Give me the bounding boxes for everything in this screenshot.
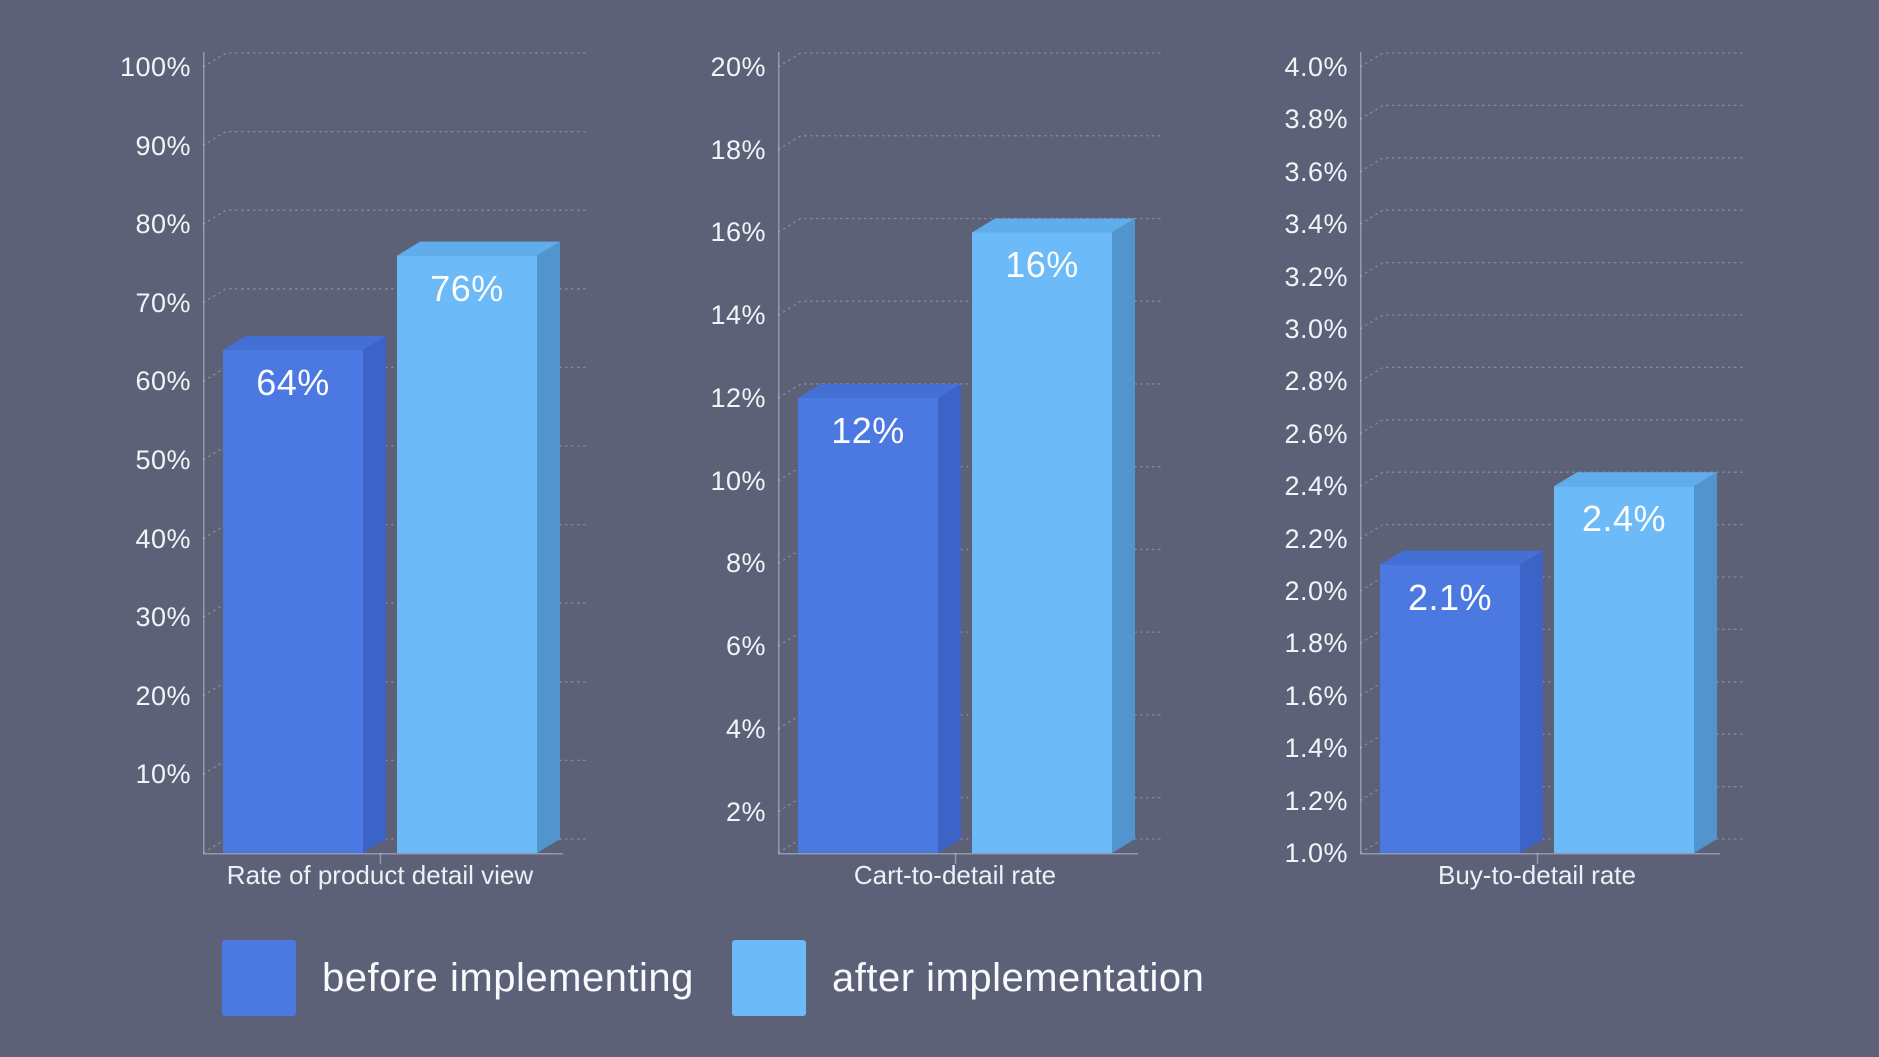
bar-top-face: [798, 383, 961, 398]
bar-front-face: [1554, 486, 1694, 853]
bar-value-label: 76%: [430, 267, 504, 309]
bar-front-face: [798, 397, 938, 853]
bar-value-label: 16%: [1005, 244, 1079, 286]
y-tick-label: 20%: [710, 52, 766, 82]
bar-front-face: [972, 232, 1112, 853]
bar-before[interactable]: [798, 383, 961, 853]
y-tick-label: 8%: [725, 548, 766, 579]
bar-value-label: 2.4%: [1581, 498, 1667, 540]
y-tick-label: 2.2%: [1284, 523, 1348, 554]
y-tick-label: 50%: [135, 445, 191, 475]
bar-top-face: [1380, 550, 1543, 565]
plot-area: [777, 52, 1161, 864]
y-tick-label: 90%: [135, 130, 191, 161]
bar-value-label: 12%: [831, 409, 905, 451]
bar-top-face: [223, 335, 386, 350]
bar-top-face: [1554, 472, 1717, 487]
y-tick-label: 3.8%: [1284, 104, 1348, 135]
bar-value-label: 64%: [256, 361, 330, 403]
legend-item-after[interactable]: after implementation: [732, 940, 1204, 1016]
y-tick-label: 16%: [710, 217, 766, 248]
y-tick-label: 10%: [135, 759, 191, 790]
bar-after[interactable]: [397, 241, 560, 853]
y-tick-label: 1.4%: [1284, 733, 1348, 764]
y-tick-label: 80%: [135, 209, 191, 240]
y-tick-label: 14%: [710, 300, 766, 331]
y-tick-label: 1.8%: [1284, 628, 1348, 659]
y-tick-label: 6%: [725, 631, 766, 662]
y-tick-label: 30%: [135, 602, 191, 633]
bar-front-face: [223, 349, 363, 853]
plot-area: [1359, 52, 1743, 864]
plot-area: [202, 52, 586, 864]
y-tick-label: 4%: [725, 713, 766, 744]
y-tick-label: 10%: [710, 465, 766, 496]
bar-side-face: [1520, 550, 1543, 853]
y-tick-label: 2.8%: [1284, 366, 1348, 397]
y-tick-label: 2.4%: [1284, 471, 1348, 502]
y-tick-label: 3.4%: [1284, 209, 1348, 240]
y-tick-label: 2.0%: [1284, 576, 1348, 606]
bar-after[interactable]: [972, 218, 1135, 853]
y-tick-label: 1.2%: [1284, 785, 1348, 816]
category-axis-label: Cart-to-detail rate: [853, 860, 1057, 890]
y-tick-label: 4.0%: [1284, 52, 1348, 82]
y-tick-label: 1.6%: [1284, 680, 1348, 711]
y-tick-label: 20%: [135, 680, 191, 711]
bar-top-face: [972, 218, 1135, 233]
bar-side-face: [1112, 218, 1135, 853]
y-tick-label: 60%: [135, 366, 191, 397]
y-tick-label: 100%: [119, 52, 191, 82]
legend-label-after: after implementation: [832, 955, 1205, 1000]
bar-front-face: [397, 255, 537, 853]
bar-value-label: 2.1%: [1407, 576, 1493, 618]
y-tick-label: 2%: [725, 796, 766, 827]
bar-after[interactable]: [1554, 472, 1717, 853]
y-tick-label: 3.0%: [1284, 314, 1348, 344]
y-tick-label: 3.6%: [1284, 156, 1348, 187]
legend-label-before: before implementing: [322, 955, 694, 1000]
y-tick-label: 2.6%: [1284, 418, 1348, 449]
bar-top-face: [397, 241, 560, 256]
y-tick-label: 18%: [710, 134, 766, 165]
y-tick-label: 40%: [135, 523, 191, 554]
bar-front-face: [1380, 564, 1520, 853]
y-tick-label: 70%: [135, 287, 191, 318]
y-tick-label: 12%: [710, 382, 766, 413]
category-axis-label: Rate of product detail view: [226, 860, 534, 890]
category-axis-label: Buy-to-detail rate: [1438, 860, 1636, 890]
bar-side-face: [363, 335, 386, 854]
y-tick-label: 3.2%: [1284, 261, 1348, 292]
legend-swatch-after[interactable]: [732, 940, 806, 1016]
bar-before[interactable]: [223, 335, 386, 854]
legend-item-before[interactable]: before implementing: [222, 940, 694, 1016]
bar-side-face: [938, 383, 961, 853]
bar-side-face: [1694, 472, 1717, 853]
legend-swatch-before[interactable]: [222, 940, 296, 1016]
bar-before[interactable]: [1380, 550, 1543, 853]
y-tick-label: 1.0%: [1284, 838, 1348, 868]
bar-side-face: [537, 241, 560, 853]
